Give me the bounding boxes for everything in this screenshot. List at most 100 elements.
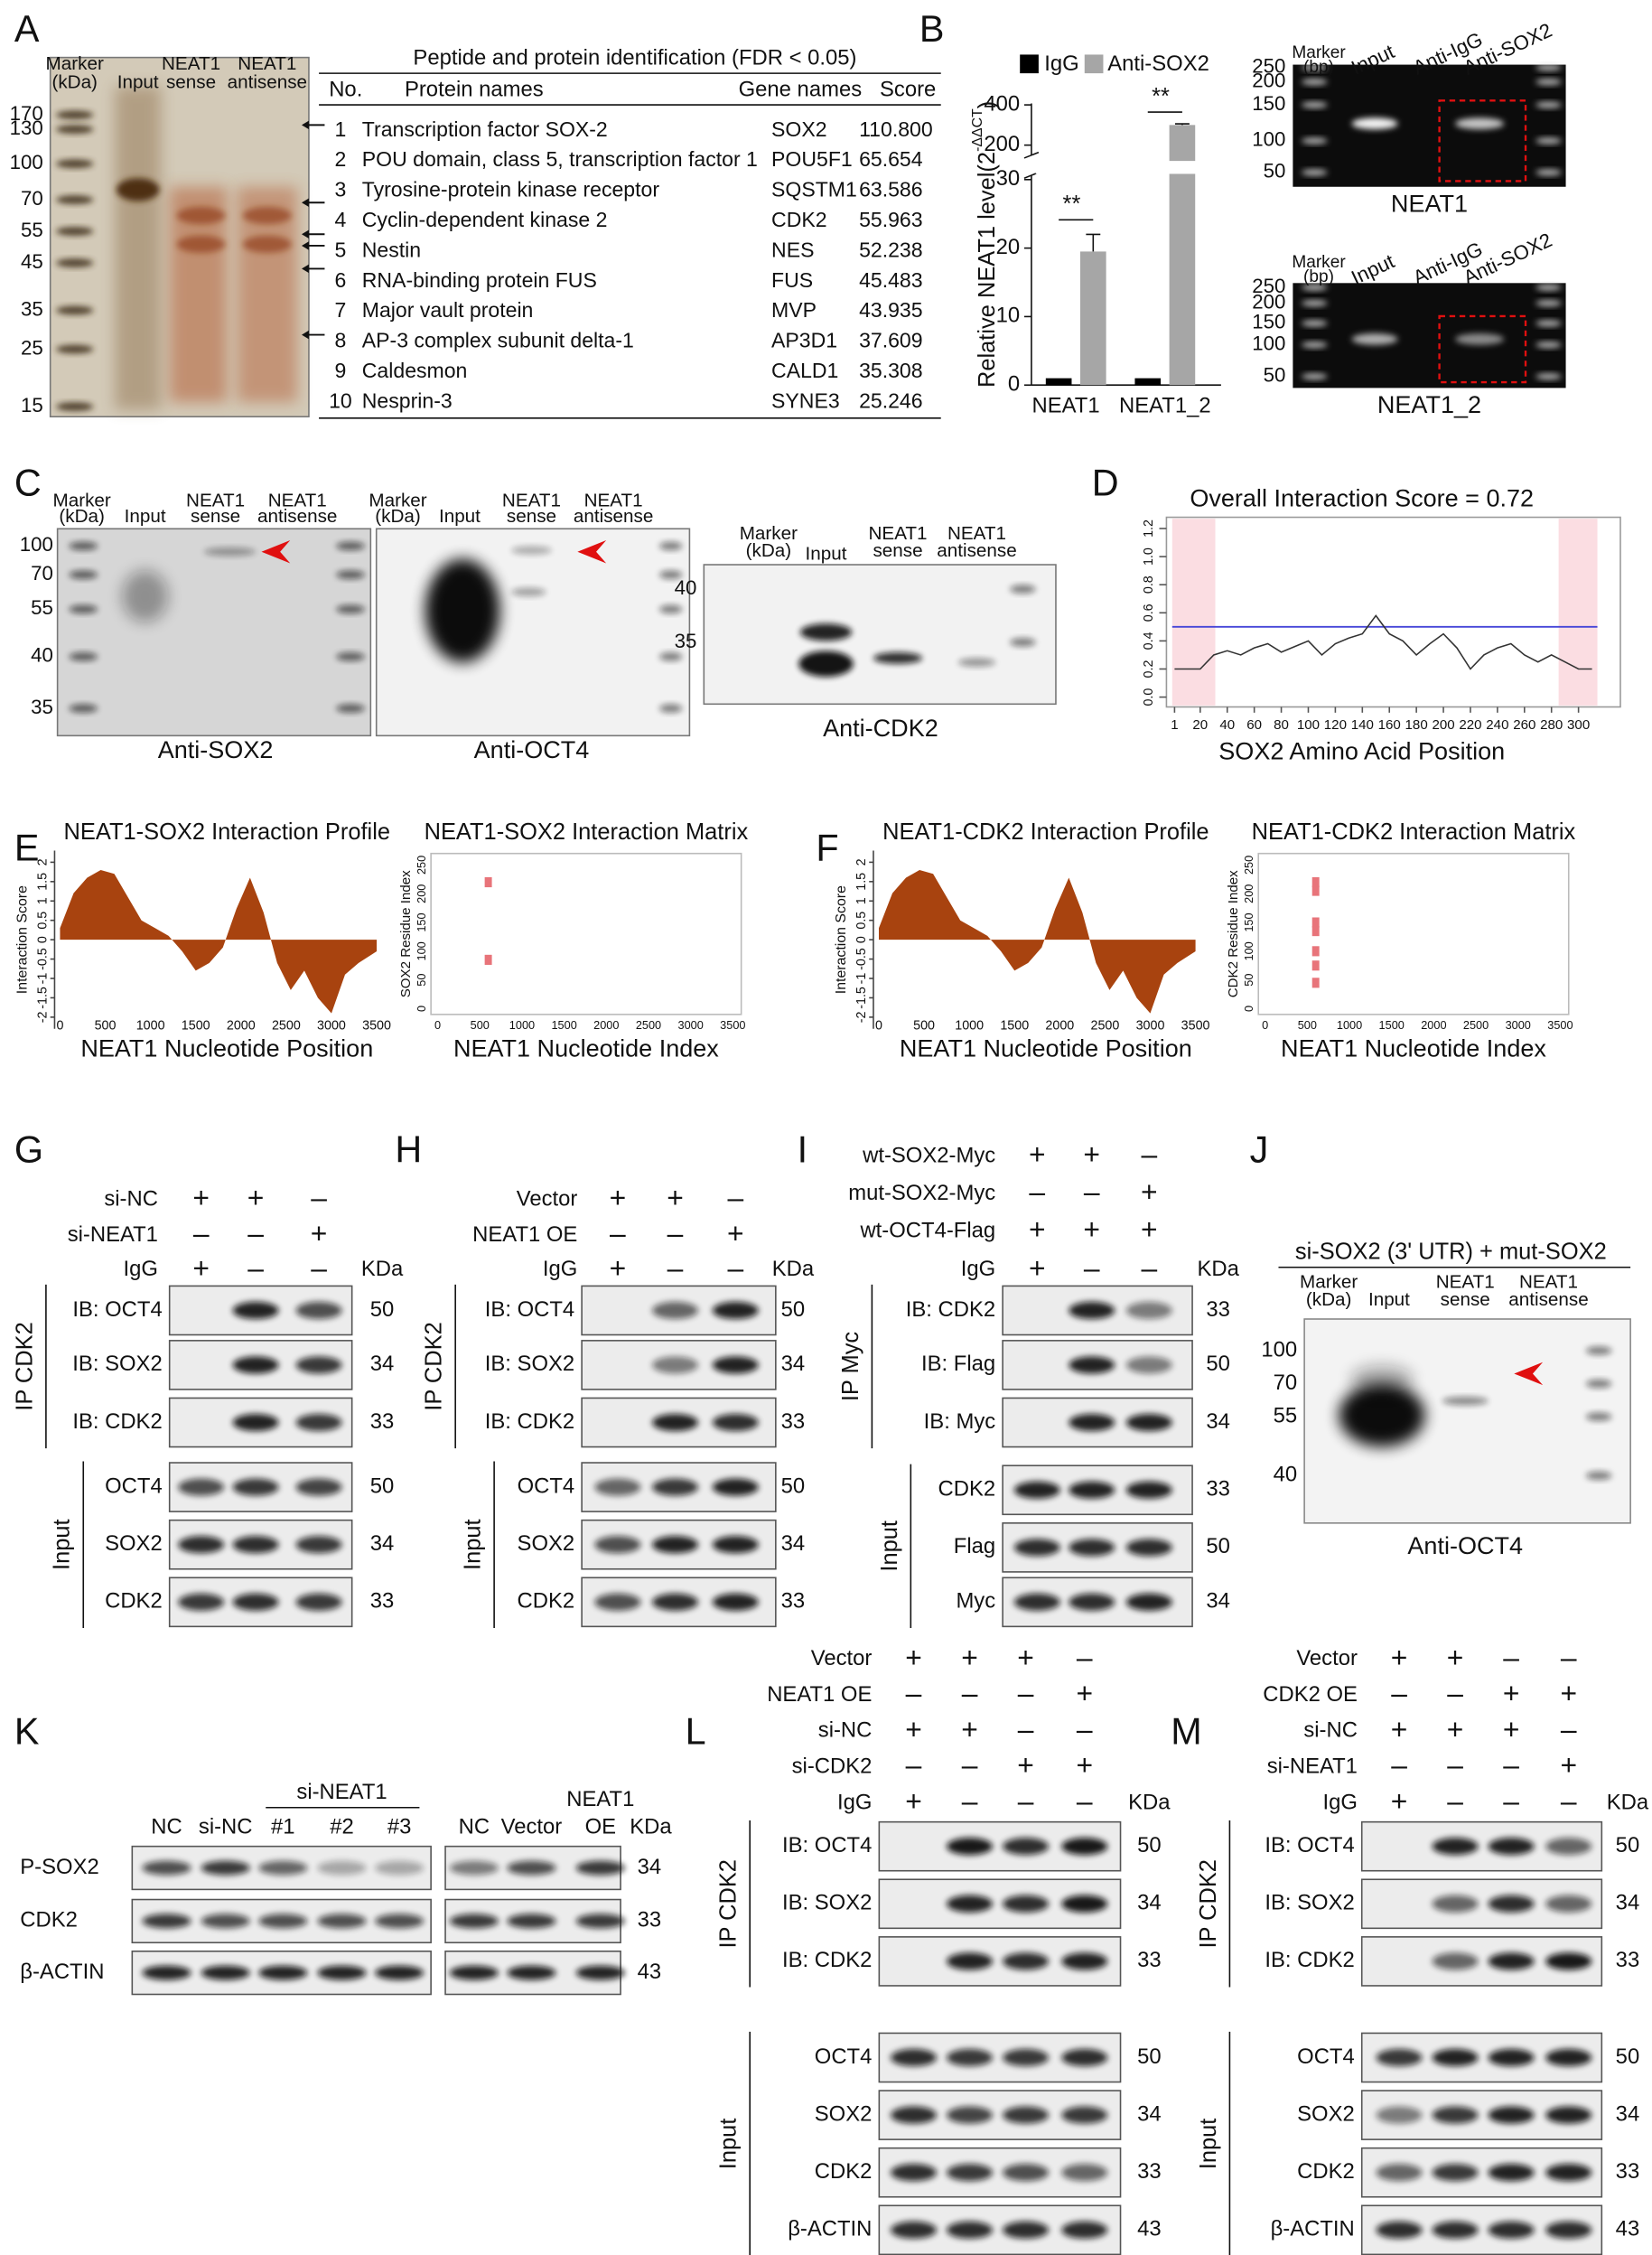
band xyxy=(1125,1356,1172,1374)
blot-label: SOX2 xyxy=(815,2101,873,2126)
x-tick-label: 500 xyxy=(95,1018,117,1033)
band xyxy=(56,305,94,315)
band xyxy=(798,650,854,678)
condition-sign: + xyxy=(1029,1251,1046,1284)
y-axis-title-part: Relative NEAT1 level(2 xyxy=(975,152,1000,388)
matrix-cell xyxy=(1311,917,1320,928)
band xyxy=(1545,2048,1592,2067)
band xyxy=(1339,1383,1425,1447)
gel-header: antisense xyxy=(228,72,307,93)
band xyxy=(947,2106,993,2124)
condition-label: si-NC xyxy=(818,1718,873,1743)
kda-label: 50 xyxy=(781,1474,806,1498)
gel-header: (kDa) xyxy=(51,72,98,93)
band xyxy=(712,1356,759,1374)
band xyxy=(1432,2221,1479,2239)
marker-label: 70 xyxy=(21,187,43,210)
condition-sign: – xyxy=(727,1251,743,1284)
band xyxy=(511,587,546,597)
y-tick-label: -1 xyxy=(854,973,869,985)
band xyxy=(336,704,365,713)
blot-label: OCT4 xyxy=(105,1474,163,1498)
arrow-head xyxy=(301,264,309,274)
band xyxy=(652,1478,698,1496)
band xyxy=(1301,64,1328,71)
marker-label: 100 xyxy=(1261,1337,1297,1361)
gel-header: antisense xyxy=(257,506,337,527)
condition-sign: + xyxy=(1017,1641,1034,1673)
blot-label: SOX2 xyxy=(105,1531,163,1556)
band xyxy=(1442,1396,1489,1406)
kda-label: 34 xyxy=(1616,2101,1640,2126)
band xyxy=(178,1593,225,1611)
band xyxy=(594,1536,641,1554)
band xyxy=(1061,1895,1108,1913)
band xyxy=(1301,169,1328,176)
condition-label: wt-OCT4-Flag xyxy=(859,1218,995,1242)
blot-label: CDK2 xyxy=(1297,2159,1355,2184)
gel-header: sense xyxy=(507,506,556,527)
blot-label: IB: SOX2 xyxy=(782,1891,872,1915)
band xyxy=(336,541,365,551)
kda-label: 34 xyxy=(1206,1589,1230,1614)
ladder-label: 200 xyxy=(1252,290,1285,313)
kda-label: 43 xyxy=(1137,2217,1162,2241)
band xyxy=(336,570,365,579)
condition-sign: – xyxy=(1029,1175,1045,1208)
gel-header: Marker xyxy=(740,523,798,544)
gel-caption: NEAT1_2 xyxy=(1377,391,1481,418)
band xyxy=(1455,117,1505,130)
condition-label: si-NEAT1 xyxy=(68,1222,158,1247)
x-tick-label: 500 xyxy=(913,1018,935,1033)
band xyxy=(258,1913,308,1929)
band xyxy=(1535,373,1562,380)
condition-label: wt-SOX2-Myc xyxy=(862,1144,995,1168)
gel-header: (kDa) xyxy=(59,506,105,527)
panel-letter: C xyxy=(14,462,42,503)
band xyxy=(56,195,94,204)
matrix-cell xyxy=(1311,926,1320,937)
x-tick-label: 140 xyxy=(1351,717,1374,733)
x-tick-label: 1500 xyxy=(1000,1018,1029,1033)
blot xyxy=(878,1936,1122,1987)
condition-sign: + xyxy=(1391,1713,1408,1745)
y-tick-label: 0 xyxy=(415,1006,428,1012)
band xyxy=(1003,2221,1050,2239)
table-cell: MVP xyxy=(771,298,817,322)
arrow-head xyxy=(301,229,309,239)
band xyxy=(594,1593,641,1611)
blot-label: IB: Flag xyxy=(921,1352,995,1376)
band xyxy=(258,1965,308,1980)
band xyxy=(1125,1413,1172,1432)
y-axis-title: Interaction Score xyxy=(834,885,849,994)
gel-header: NEAT1 xyxy=(268,491,327,511)
plot-title: NEAT1-SOX2 Interaction Profile xyxy=(64,819,390,845)
gel-header: NEAT1 xyxy=(186,491,245,511)
lane-label: Vector xyxy=(501,1814,563,1839)
band xyxy=(69,570,98,579)
condition-sign: – xyxy=(667,1217,684,1249)
band xyxy=(317,1913,367,1929)
band xyxy=(947,2048,993,2067)
band xyxy=(891,2106,937,2124)
band xyxy=(1069,1413,1115,1432)
table-cell: 63.586 xyxy=(859,178,923,201)
gel-header: (kDa) xyxy=(746,540,792,561)
band xyxy=(295,1478,342,1496)
gel-header: Marker xyxy=(1292,43,1346,62)
condition-sign: – xyxy=(1503,1749,1519,1782)
band xyxy=(1545,2106,1592,2124)
band xyxy=(652,1301,698,1320)
condition-sign: – xyxy=(727,1181,743,1213)
band xyxy=(449,1965,499,1980)
kda-header: KDa xyxy=(772,1257,815,1281)
legend-label: Anti-SOX2 xyxy=(1107,51,1209,76)
gel xyxy=(703,564,1057,706)
kda-label: 34 xyxy=(370,1352,395,1376)
gel-header: Input xyxy=(1368,1289,1410,1310)
condition-sign: + xyxy=(961,1713,978,1745)
break-gap xyxy=(1035,161,1216,174)
y-axis-title: Relative NEAT1 level(2-ΔΔCT) xyxy=(970,101,1000,388)
blot-label: OCT4 xyxy=(1297,2044,1355,2069)
